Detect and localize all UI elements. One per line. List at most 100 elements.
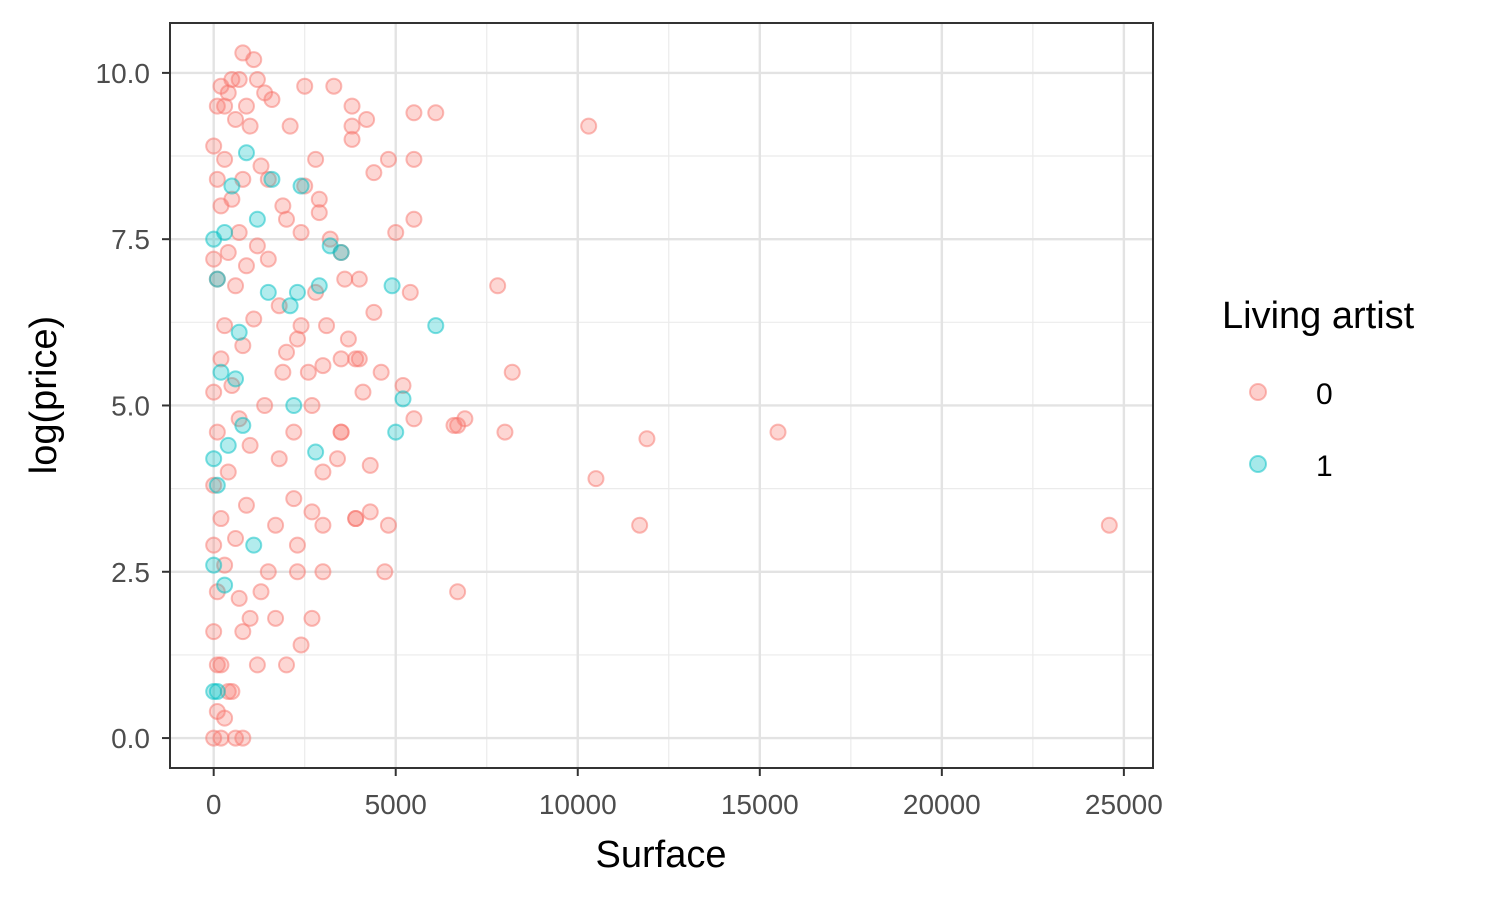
data-point [278, 343, 296, 361]
data-point [219, 463, 237, 481]
series-0 [205, 44, 1118, 747]
data-point [387, 423, 405, 441]
data-point [212, 510, 230, 528]
data-point [307, 443, 325, 461]
plot-panel-border [169, 22, 1154, 769]
data-point [489, 277, 507, 295]
data-point [205, 556, 223, 574]
data-point [343, 130, 361, 148]
data-point [237, 144, 255, 162]
data-point [285, 396, 303, 414]
data-point [216, 150, 234, 168]
data-point [405, 104, 423, 122]
data-point [281, 117, 299, 135]
data-point [503, 363, 521, 381]
data-point [365, 164, 383, 182]
data-point [256, 396, 274, 414]
series-1 [205, 144, 445, 701]
data-point [237, 257, 255, 275]
data-point [314, 516, 332, 534]
data-point [292, 224, 310, 242]
data-point [237, 97, 255, 115]
data-point [307, 150, 325, 168]
data-point [387, 224, 405, 242]
legend-key-1-marker [1249, 455, 1267, 473]
data-point [336, 270, 354, 288]
data-point [270, 450, 288, 468]
data-point [219, 436, 237, 454]
data-point [241, 436, 259, 454]
data-point [394, 390, 412, 408]
legend: Living artist 0 1 [1222, 295, 1415, 483]
y-tick-label: 0.0 [111, 723, 150, 754]
y-axis: 0.0 2.5 5.0 7.5 10.0 [96, 58, 170, 754]
y-tick-label: 5.0 [111, 390, 150, 421]
data-point [325, 77, 343, 95]
data-point [1100, 516, 1118, 534]
data-point [314, 563, 332, 581]
data-point [310, 204, 328, 222]
data-point [339, 330, 357, 348]
data-point [445, 416, 463, 434]
data-point [769, 423, 787, 441]
data-point [303, 396, 321, 414]
data-point [288, 563, 306, 581]
data-point [580, 117, 598, 135]
data-point [259, 283, 277, 301]
data-point [361, 503, 379, 521]
data-point [259, 563, 277, 581]
data-point [219, 243, 237, 261]
data-point [427, 317, 445, 335]
data-point [205, 729, 223, 747]
data-point [394, 377, 412, 395]
y-tick-label: 2.5 [111, 557, 150, 588]
y-tick-label: 10.0 [96, 58, 151, 89]
data-point [208, 656, 226, 674]
data-point [227, 370, 245, 388]
data-point [405, 410, 423, 428]
data-point [332, 243, 350, 261]
data-point [278, 656, 296, 674]
data-point [205, 383, 223, 401]
data-points [205, 44, 1118, 747]
data-point [208, 423, 226, 441]
data-point [227, 729, 245, 747]
data-point [212, 363, 230, 381]
legend-title: Living artist [1222, 295, 1415, 337]
data-point [299, 363, 317, 381]
data-point [314, 357, 332, 375]
data-point [267, 609, 285, 627]
data-point [208, 270, 226, 288]
data-point [638, 430, 656, 448]
data-point [318, 317, 336, 335]
x-axis-title: Surface [596, 834, 727, 876]
data-point [285, 423, 303, 441]
legend-label-1: 1 [1316, 450, 1333, 483]
data-point [343, 117, 361, 135]
data-point [274, 363, 292, 381]
data-point [631, 516, 649, 534]
data-point [303, 609, 321, 627]
data-point [230, 323, 248, 341]
data-point [328, 450, 346, 468]
x-axis: 0 5000 10000 15000 20000 25000 [206, 768, 1163, 820]
data-point [234, 416, 252, 434]
data-point [248, 656, 266, 674]
y-axis-title: log(price) [23, 316, 65, 474]
data-point [234, 44, 252, 62]
data-point [365, 303, 383, 321]
data-point [245, 536, 263, 554]
data-point [587, 470, 605, 488]
data-point [288, 283, 306, 301]
data-point [245, 310, 263, 328]
data-point [256, 84, 274, 102]
data-point [405, 210, 423, 228]
plot-background [170, 23, 1153, 768]
x-tick-label: 25000 [1085, 789, 1163, 820]
data-point [252, 583, 270, 601]
data-point [205, 623, 223, 641]
data-point [496, 423, 514, 441]
x-tick-label: 20000 [903, 789, 981, 820]
x-tick-label: 15000 [721, 789, 799, 820]
